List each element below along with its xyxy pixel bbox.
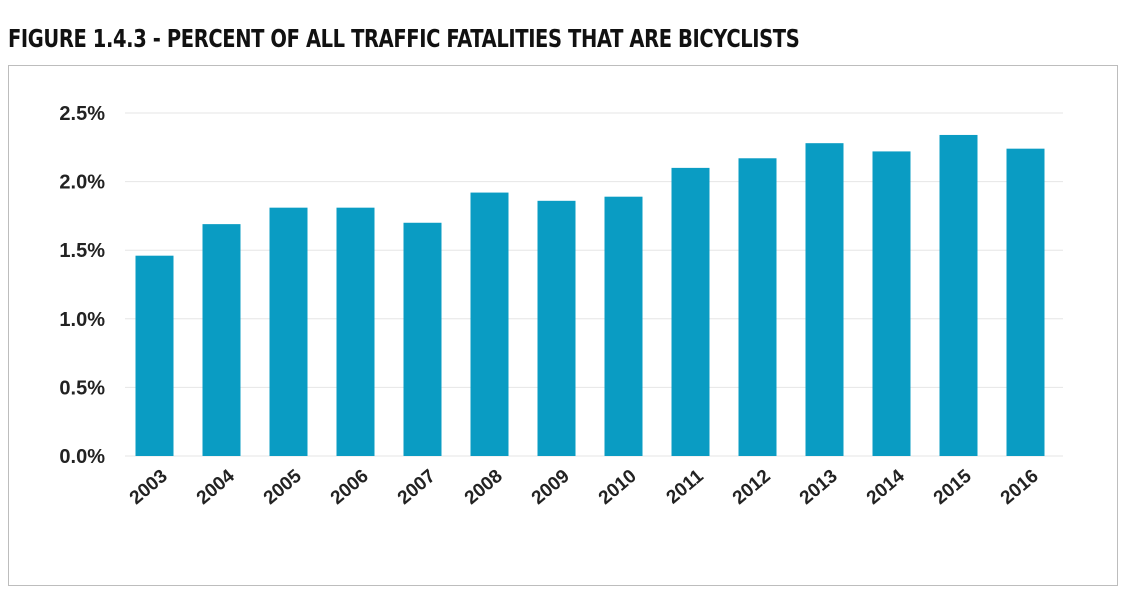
chart-frame: [8, 65, 1118, 586]
bar-2016: [1006, 148, 1045, 456]
bar-2005: [269, 207, 308, 456]
bar-2014: [872, 151, 911, 456]
y-tick-label: 0.5%: [59, 377, 105, 399]
x-tick-label-2015: 2015: [930, 465, 976, 509]
bar-2007: [403, 222, 442, 456]
bar-2015: [939, 134, 978, 456]
bar-2012: [738, 158, 777, 456]
y-axis-ticks: 0.0% 0.5% 1.0% 1.5% 2.0% 2.5%: [59, 103, 105, 468]
bar-2006: [336, 207, 375, 456]
x-tick-label-2009: 2009: [528, 466, 574, 509]
x-tick-label-2016: 2016: [997, 466, 1043, 509]
bars: [135, 134, 1045, 457]
y-tick-label: 1.5%: [59, 240, 105, 262]
x-tick-label-2012: 2012: [729, 466, 775, 509]
x-tick-label-2004: 2004: [193, 465, 239, 509]
x-tick-label-2005: 2005: [260, 465, 306, 509]
x-tick-label-2007: 2007: [394, 466, 440, 509]
bar-2010: [604, 196, 643, 456]
x-tick-label-2014: 2014: [863, 465, 909, 509]
bar-2011: [671, 167, 710, 456]
bar-2013: [805, 143, 844, 456]
y-tick-label: 2.5%: [59, 103, 105, 125]
x-axis-ticks: 2003 2004 2005 2006 2007 2008 2009 2010 2011 2012…: [126, 465, 1043, 509]
bar-2008: [470, 192, 509, 457]
x-tick-label-2008: 2008: [461, 466, 507, 509]
bar-2004: [202, 224, 241, 456]
gridlines: [125, 112, 1063, 457]
bar-2003: [135, 255, 174, 456]
x-tick-label-2013: 2013: [796, 466, 842, 509]
x-tick-label-2011: 2011: [663, 465, 708, 508]
x-tick-label-2003: 2003: [126, 466, 172, 509]
bar-2009: [537, 200, 576, 456]
x-tick-label-2006: 2006: [327, 466, 373, 509]
figure-title: FIGURE 1.4.3 - PERCENT OF ALL TRAFFIC FA…: [8, 24, 800, 53]
y-tick-label: 0.0%: [59, 446, 105, 468]
y-tick-label: 2.0%: [59, 172, 105, 194]
x-tick-label-2010: 2010: [595, 466, 641, 509]
y-tick-label: 1.0%: [59, 309, 105, 331]
